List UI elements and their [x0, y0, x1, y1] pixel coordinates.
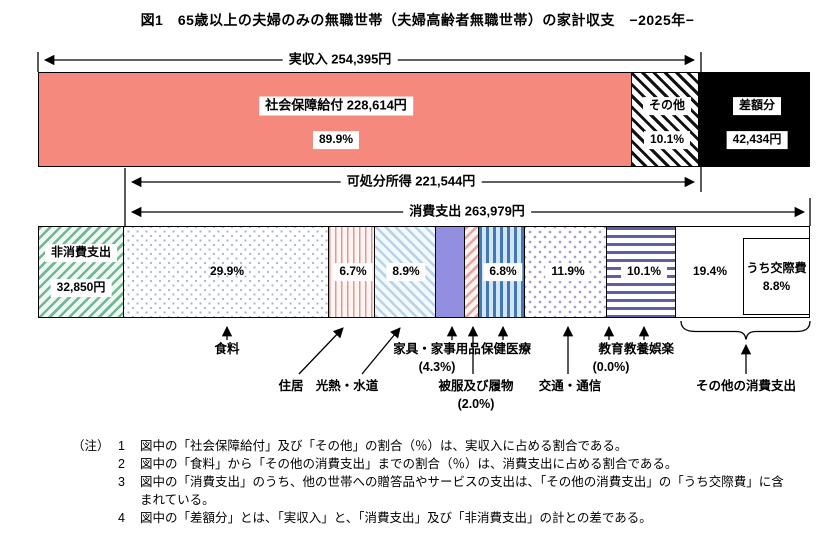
education-pct-note: (0.0%): [592, 360, 630, 374]
figure-title: 図1 65歳以上の夫婦のみの無職世帯（夫婦高齢者無職世帯）の家計収支 −2025…: [140, 12, 695, 28]
disposable-income-label: 可処分所得 221,544円: [340, 172, 482, 192]
transport-label: 交通・通信: [538, 379, 602, 393]
segment-balance: [698, 73, 809, 166]
segment-furniture: [435, 227, 466, 317]
note-row: 3 図中の「消費支出」のうち、他の世帯への贈答品やサービスの支出は、「その他の消…: [72, 473, 788, 509]
real-income-label: 実収入 254,395円: [282, 50, 398, 70]
other-consumption-pct: 19.4%: [692, 264, 728, 279]
segment-clothing: [465, 227, 479, 317]
furniture-pct-note: (4.3%): [418, 360, 456, 374]
recreation-pct: 10.1%: [620, 263, 668, 281]
medical-pct: 6.8%: [483, 263, 523, 281]
consumption-label: 消費支出 263,979円: [403, 202, 531, 222]
note-number: 3: [118, 475, 125, 489]
housing-pointer-arrow: [298, 327, 344, 375]
social-expenses-pct: 8.8%: [762, 278, 791, 293]
utilities-label: 光熱・水道: [315, 379, 379, 393]
social-security-pct: 89.9%: [312, 131, 360, 149]
segment-social-security: [39, 73, 633, 166]
furniture-label: 家具・家事用品: [393, 342, 481, 356]
education-label: 教育: [598, 342, 624, 356]
clothing-label: 被服及び履物: [438, 379, 514, 393]
medical-label: 保健医療: [480, 342, 532, 356]
note-text: 図中の「食料」から「その他の消費支出」までの割合（％）は、消費支出に占める割合で…: [140, 457, 678, 471]
non-consumption-label: 非消費支出: [44, 244, 118, 262]
food-label: 食料: [214, 342, 240, 356]
social-expenses-box: うち交際費 8.8%: [743, 238, 810, 315]
segment-food: [124, 227, 329, 317]
food-pct: 29.9%: [209, 264, 245, 279]
balance-value: 42,434円: [726, 131, 788, 149]
housing-label: 住居: [278, 379, 304, 393]
other-consumption-label: その他の消費支出: [695, 379, 797, 393]
notes-heading: （注）: [72, 439, 110, 453]
other-income-pct: 10.1%: [643, 131, 691, 149]
note-row: 4 図中の「差額分」とは、「実収入」と、「消費支出」及び「非消費支出」の計との差…: [72, 509, 788, 527]
balance-label: 差額分: [732, 97, 782, 115]
clothing-pct-note: (2.0%): [457, 397, 495, 411]
transport-pct: 11.9%: [545, 263, 591, 281]
other-income-label: その他: [642, 97, 692, 115]
utilities-pointer-arrow: [361, 327, 401, 375]
note-text: 図中の「差額分」とは、「実収入」と、「消費支出」及び「非消費支出」の計との差であ…: [140, 511, 652, 525]
note-text: 図中の「社会保障給付」及び「その他」の割合（％）は、実収入に占める割合である。: [140, 439, 628, 453]
income-bar: [38, 72, 810, 167]
social-security-label: 社会保障給付 228,614円: [259, 96, 413, 116]
housing-pct: 6.7%: [333, 263, 373, 281]
recreation-label: 教養娯楽: [623, 342, 675, 356]
note-number: 2: [118, 457, 125, 471]
note-text: 図中の「消費支出」のうち、他の世帯への贈答品やサービスの支出は、「その他の消費支…: [140, 475, 784, 507]
note-row: 2 図中の「食料」から「その他の消費支出」までの割合（％）は、消費支出に占める割…: [72, 455, 788, 473]
notes-block: （注） 1 図中の「社会保障給付」及び「その他」の割合（％）は、実収入に占める割…: [72, 437, 788, 527]
note-number: 1: [118, 439, 125, 453]
segment-other-income: [632, 73, 699, 166]
expenditure-bar: [38, 226, 810, 318]
segment-transport: [525, 227, 607, 317]
non-consumption-value: 32,850円: [50, 279, 112, 297]
other-consumption-brace: [680, 320, 811, 340]
utilities-pct: 8.9%: [386, 263, 426, 281]
note-row: （注） 1 図中の「社会保障給付」及び「その他」の割合（％）は、実収入に占める割…: [72, 437, 788, 455]
note-number: 4: [118, 511, 125, 525]
social-expenses-label: うち交際費: [746, 260, 807, 275]
segment-non-consumption: [39, 227, 125, 317]
